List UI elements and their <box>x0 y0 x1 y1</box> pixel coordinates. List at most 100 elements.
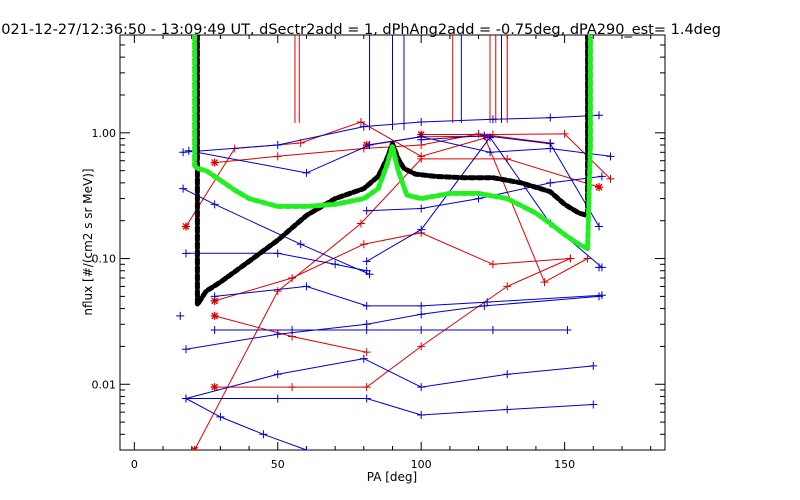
plus-marker <box>503 282 512 291</box>
x-axis-label: PA [deg] <box>367 470 417 484</box>
x-tick-label: 150 <box>554 458 575 471</box>
plus-marker <box>417 326 426 335</box>
star-marker <box>181 222 190 231</box>
plus-marker <box>417 301 426 310</box>
plus-marker <box>417 135 426 144</box>
plus-marker <box>583 254 592 263</box>
plus-marker <box>488 115 497 124</box>
plus-marker <box>417 225 426 234</box>
plus-marker <box>560 129 569 138</box>
plus-marker <box>273 287 282 296</box>
plus-marker <box>589 400 598 409</box>
plus-marker <box>362 301 371 310</box>
plus-marker <box>597 172 606 181</box>
plus-marker <box>288 274 297 283</box>
plus-marker <box>273 152 282 161</box>
series-line <box>366 136 603 268</box>
plus-marker <box>595 111 604 120</box>
series-red-1 <box>210 129 555 167</box>
star-marker <box>210 383 219 392</box>
series-line <box>214 258 571 388</box>
series-line <box>421 135 600 227</box>
plus-marker <box>546 113 555 122</box>
series-blue-16 <box>181 292 604 354</box>
series-line <box>185 295 600 350</box>
plus-marker <box>179 148 188 157</box>
plus-marker <box>417 342 426 351</box>
plus-marker <box>273 330 282 339</box>
star-marker <box>210 311 219 320</box>
plus-marker <box>181 249 190 258</box>
plus-marker <box>302 446 311 450</box>
plus-marker <box>362 206 371 215</box>
plus-marker <box>259 430 268 439</box>
series-blue-19 <box>181 394 598 419</box>
plus-marker <box>302 168 311 177</box>
y-axis-label: nflux [#/(cm2 s sr MeV)] <box>81 168 95 315</box>
plus-marker <box>176 311 185 320</box>
plus-marker <box>362 348 371 357</box>
y-tick-label: 0.10 <box>92 253 117 266</box>
star-marker <box>190 446 199 450</box>
plus-marker <box>417 154 426 163</box>
plus-marker <box>417 117 426 126</box>
series-line <box>214 285 602 307</box>
plus-marker <box>362 266 371 275</box>
series-blue-8 <box>179 111 604 157</box>
plus-marker <box>359 122 368 131</box>
star-marker <box>595 183 604 192</box>
series-group <box>179 35 615 450</box>
model-curve-green <box>192 35 593 252</box>
series-line <box>185 358 594 399</box>
model-curve-line <box>194 35 591 308</box>
series-blue-17 <box>181 354 598 403</box>
plus-marker <box>488 326 497 335</box>
plus-marker <box>273 394 282 403</box>
plus-marker <box>566 254 575 263</box>
plus-marker <box>210 326 219 335</box>
plus-marker <box>417 204 426 213</box>
plus-marker <box>296 240 305 249</box>
plus-marker <box>503 405 512 414</box>
plus-marker <box>589 361 598 370</box>
spike-lines <box>294 35 508 131</box>
plus-marker <box>181 345 190 354</box>
plus-marker <box>356 117 365 126</box>
plus-marker <box>486 148 495 157</box>
series-line <box>186 252 367 272</box>
plus-marker <box>595 263 604 272</box>
plus-marker <box>184 146 193 155</box>
x-tick-label: 0 <box>131 458 138 471</box>
plus-marker <box>273 141 282 150</box>
plus-marker <box>486 133 495 142</box>
plus-marker <box>331 260 340 269</box>
isolated-points <box>176 183 604 320</box>
plus-marker <box>210 200 219 209</box>
plus-marker <box>546 139 555 148</box>
plus-marker <box>480 301 489 310</box>
y-tick-label: 1.00 <box>92 127 117 140</box>
plus-marker <box>362 257 371 266</box>
plus-marker <box>480 131 489 140</box>
plus-marker <box>302 282 311 291</box>
plus-marker <box>359 240 368 249</box>
series-red-4 <box>210 311 371 357</box>
star-marker <box>210 296 219 305</box>
plus-marker <box>273 249 282 258</box>
plus-marker <box>595 292 604 301</box>
model-curve-black <box>194 35 591 308</box>
plus-marker <box>356 219 365 228</box>
series-line <box>214 133 551 164</box>
series-red-2 <box>210 228 575 305</box>
plus-marker <box>417 410 426 419</box>
series-red-5 <box>210 254 575 392</box>
plus-marker <box>546 178 555 187</box>
plus-marker <box>362 394 371 403</box>
plus-marker <box>417 383 426 392</box>
plus-marker <box>362 383 371 392</box>
series-line <box>194 158 600 450</box>
plus-marker <box>595 222 604 231</box>
y-tick-label: 0.01 <box>92 378 117 391</box>
series-line <box>421 133 611 180</box>
